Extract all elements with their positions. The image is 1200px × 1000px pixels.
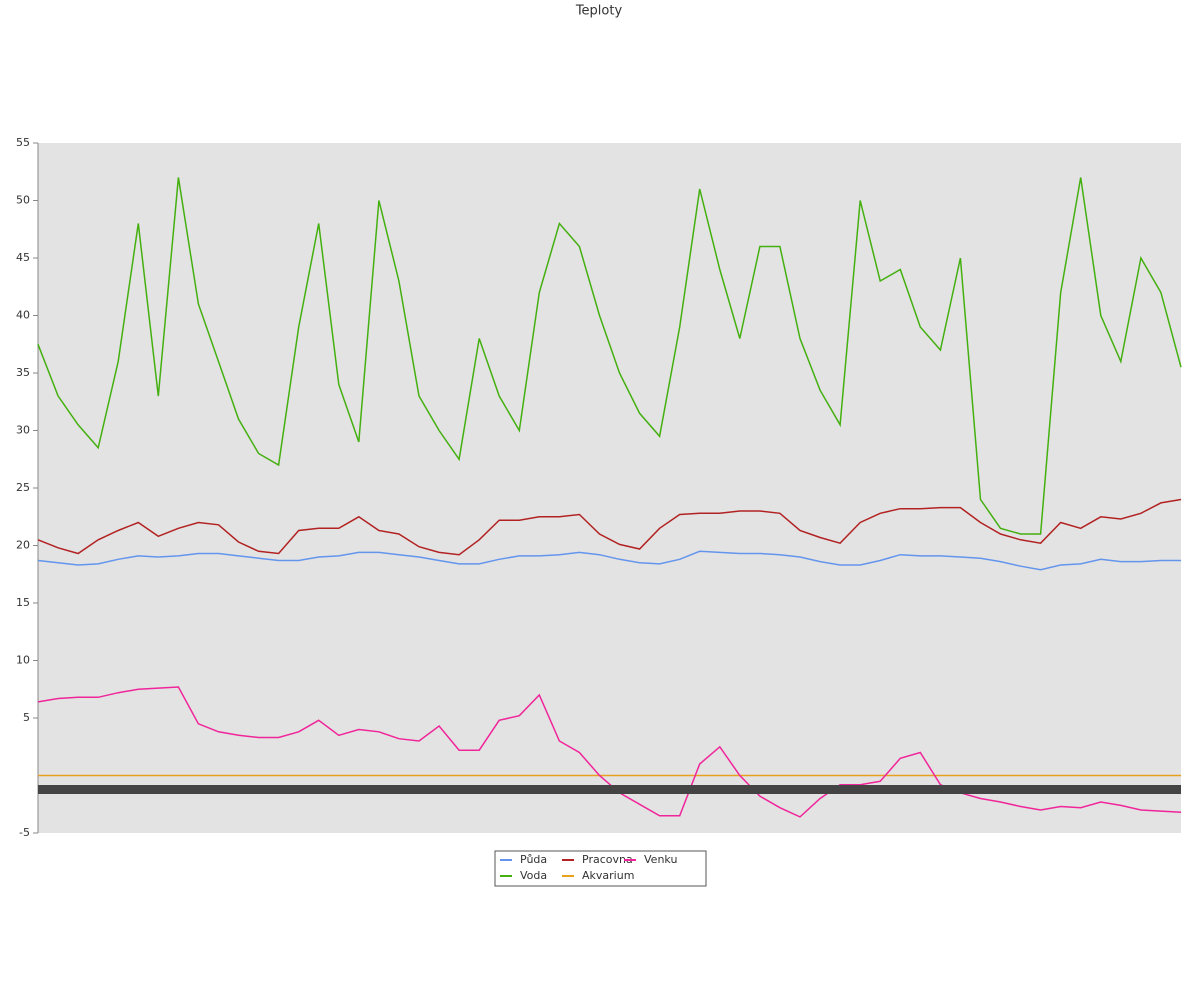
legend — [494, 850, 707, 887]
y-tick-label: 45 — [16, 251, 30, 264]
y-tick-label: 35 — [16, 366, 30, 379]
legend-label: Voda — [520, 869, 547, 882]
series-line — [37, 498, 1182, 556]
x-tick-labels-overlap — [38, 785, 1181, 794]
legend-label: Venku — [644, 853, 677, 866]
y-tick-label: 20 — [16, 539, 30, 552]
y-tick-label: 5 — [23, 711, 30, 724]
y-tick-label: 30 — [16, 424, 30, 437]
series-line — [37, 177, 1182, 535]
marks — [37, 177, 1182, 818]
y-tick-label: -5 — [19, 826, 30, 839]
y-tick-label: 10 — [16, 654, 30, 667]
legend-label: Akvarium — [582, 869, 634, 882]
legend-label: Půda — [520, 853, 547, 866]
y-tick-label: 40 — [16, 309, 30, 322]
y-tick-label: 25 — [16, 481, 30, 494]
y-tick-label: 15 — [16, 596, 30, 609]
series-line — [37, 550, 1181, 571]
legend-label: Pracovna — [582, 853, 633, 866]
y-tick-label: 50 — [16, 194, 30, 207]
series-line — [37, 686, 1182, 818]
plot-area — [38, 143, 1181, 833]
chart-title: Teploty — [575, 4, 623, 19]
y-tick-label: 55 — [16, 136, 30, 149]
